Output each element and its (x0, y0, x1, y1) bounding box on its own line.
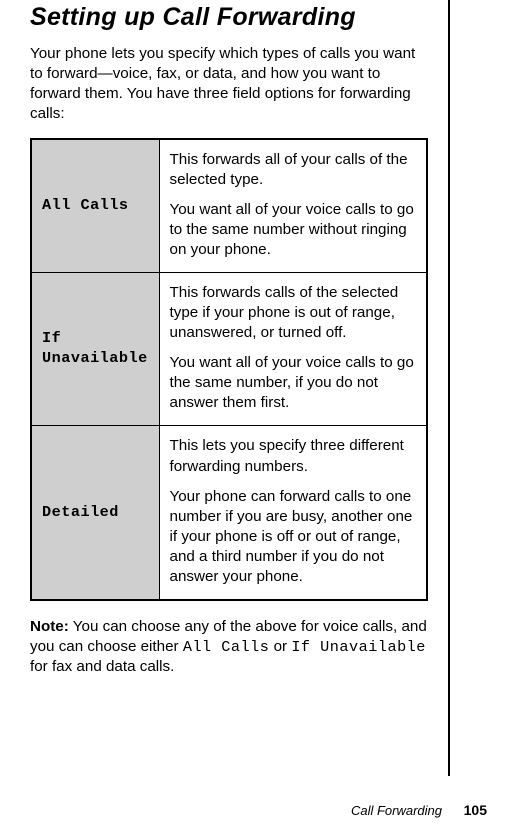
table-row: All Calls This forwards all of your call… (31, 139, 427, 273)
option-desc-text: This lets you specify three different fo… (170, 436, 417, 476)
note-text: or (269, 638, 291, 655)
option-desc-text: This forwards all of your calls of the s… (170, 150, 417, 190)
content-column: Setting up Call Forwarding Your phone le… (30, 0, 450, 776)
table-row: Detailed This lets you specify three dif… (31, 426, 427, 600)
footer-page-number: 105 (464, 802, 487, 818)
option-label-all-calls: All Calls (31, 139, 159, 273)
option-label-detailed: Detailed (31, 426, 159, 600)
option-desc-detailed: This lets you specify three different fo… (159, 426, 427, 600)
intro-paragraph: Your phone lets you specify which types … (30, 44, 428, 124)
page-title: Setting up Call Forwarding (30, 4, 428, 32)
option-desc-if-unavailable: This forwards calls of the selected type… (159, 273, 427, 426)
options-table: All Calls This forwards all of your call… (30, 138, 428, 601)
table-row: If Unavailable This forwards calls of th… (31, 273, 427, 426)
option-desc-text: Your phone can forward calls to one numb… (170, 487, 417, 587)
option-desc-text: This forwards calls of the selected type… (170, 283, 417, 343)
option-desc-text: You want all of your voice calls to go t… (170, 200, 417, 260)
note-label: Note: (30, 618, 69, 635)
page-footer: Call Forwarding 105 (351, 802, 487, 818)
note-mono-all-calls: All Calls (183, 638, 270, 656)
option-label-if-unavailable: If Unavailable (31, 273, 159, 426)
option-desc-all-calls: This forwards all of your calls of the s… (159, 139, 427, 273)
note-text: for fax and data calls. (30, 658, 174, 675)
page: Setting up Call Forwarding Your phone le… (0, 0, 527, 836)
note-mono-if-unavailable: If Unavailable (291, 638, 426, 656)
option-desc-text: You want all of your voice calls to go t… (170, 353, 417, 413)
note-paragraph: Note: You can choose any of the above fo… (30, 617, 428, 677)
footer-section: Call Forwarding (351, 803, 442, 818)
